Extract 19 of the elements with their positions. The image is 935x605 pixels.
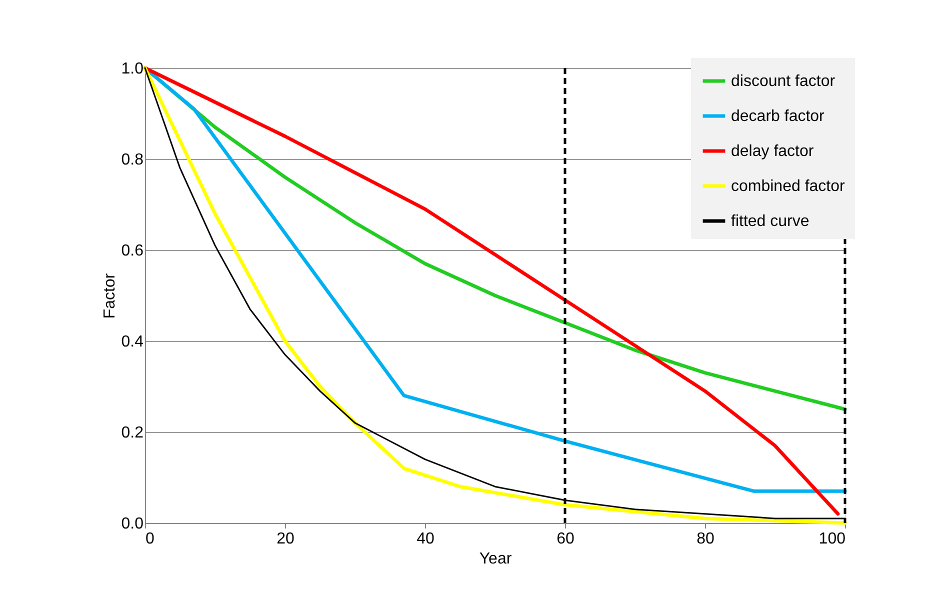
x-tick-label: 0 [146,530,154,548]
y-tick-label: 1.0 [121,60,144,78]
legend-label: delay factor [731,143,814,160]
y-tick-label: 0.6 [121,242,144,260]
x-tick-label: 20 [276,530,294,548]
legend-label: combined factor [731,178,846,195]
y-axis-title: Factor [101,272,118,319]
x-tick-label: 40 [416,530,434,548]
x-tick-label: 60 [556,530,574,548]
legend-label: fitted curve [731,213,810,230]
y-tick-label: 0.4 [121,334,144,350]
x-tick-label: 80 [696,530,714,548]
y-tick-label: 0.2 [121,424,144,442]
y-tick-label: 0.8 [121,152,144,168]
legend-label: decarb factor [731,108,826,125]
x-axis-title: Year [479,550,512,568]
legend-label: discount factor [731,73,836,90]
x-tick-label: 100 [818,530,846,548]
y-tick-label: 0.0 [121,516,144,532]
